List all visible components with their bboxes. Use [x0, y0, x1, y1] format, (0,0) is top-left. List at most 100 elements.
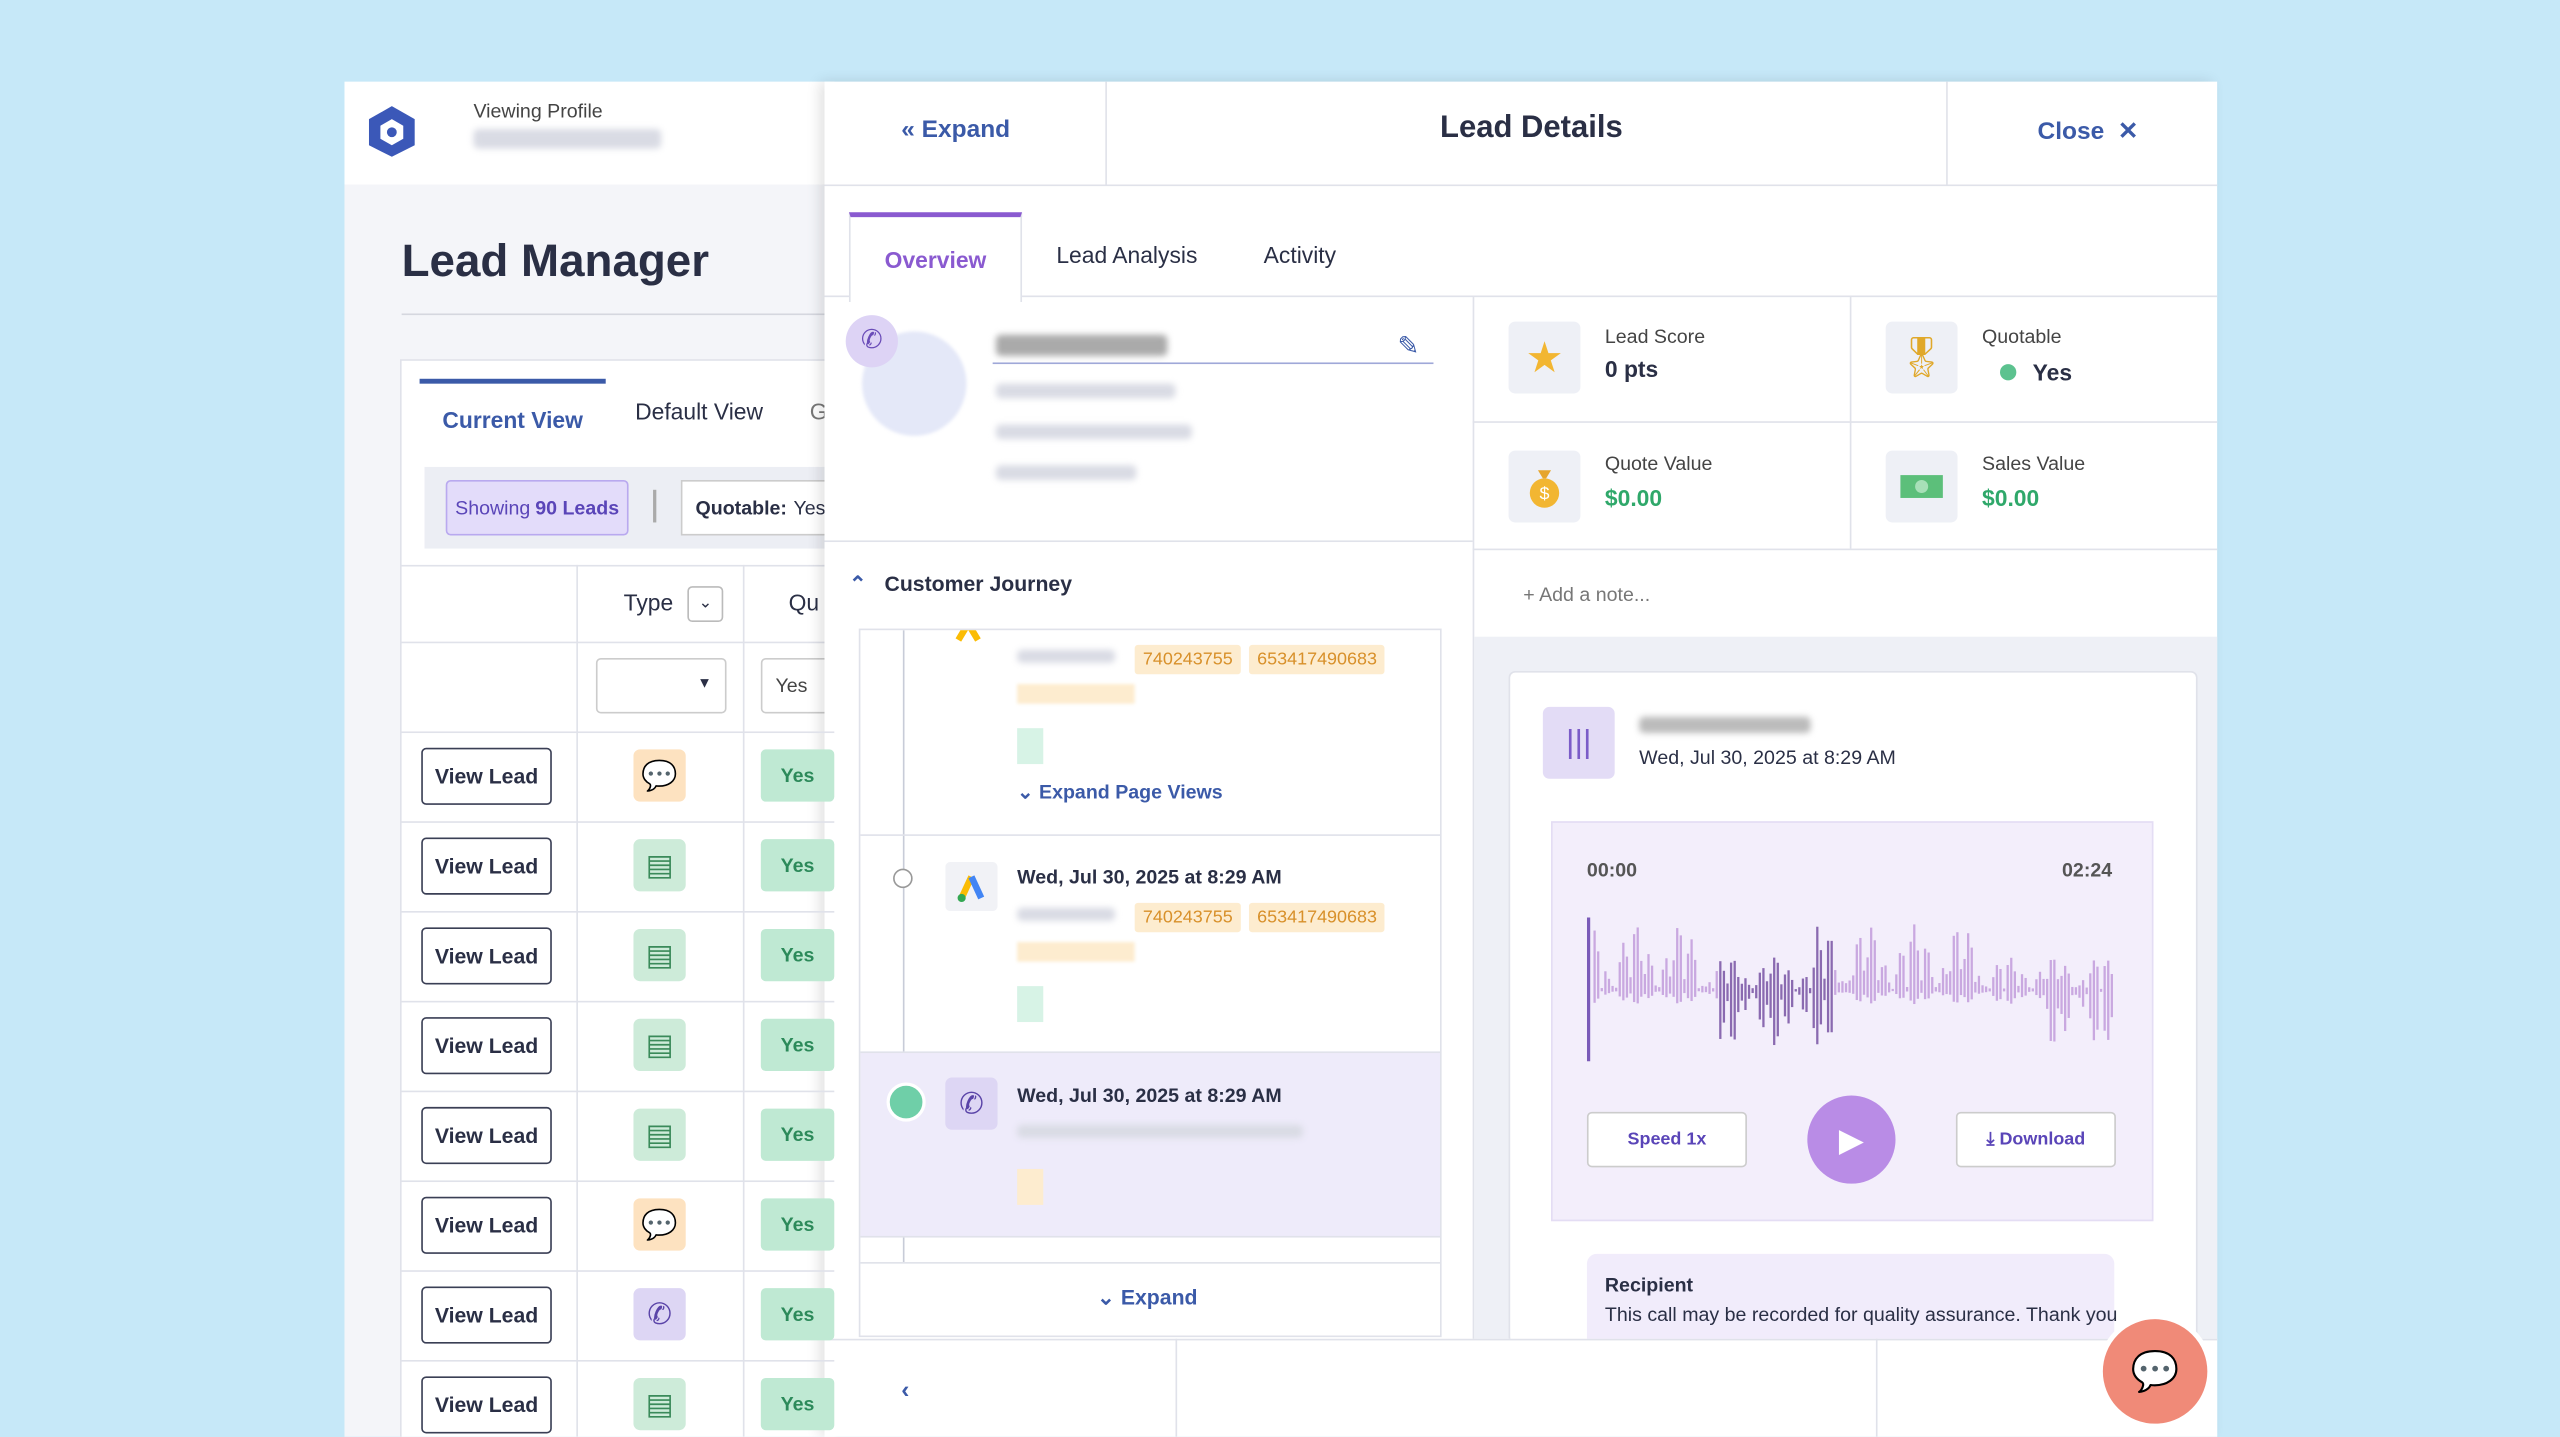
add-note[interactable]: + Add a note... [1523, 582, 1651, 606]
wave-bar [1629, 977, 1632, 994]
wave-bar [1600, 988, 1603, 992]
metric-label: Quote Value [1604, 452, 1713, 476]
type-icon: ▤ [633, 1108, 686, 1161]
wave-bar [1765, 981, 1769, 1005]
wave-bar [1704, 986, 1708, 993]
row-divider [399, 1090, 835, 1093]
wave-bar [1974, 981, 1977, 993]
caret: ▼ [697, 674, 712, 691]
wave-bar [1711, 988, 1715, 992]
badge [1017, 986, 1044, 1023]
view-lead-button[interactable]: View Lead [421, 1376, 552, 1434]
wave-bar [1672, 960, 1675, 997]
text: Customer Journey [884, 571, 1073, 596]
view-lead-button[interactable]: View Lead [421, 1106, 552, 1165]
type-filter[interactable]: ▼ [595, 657, 727, 714]
type-icon: ✆ [633, 1288, 686, 1341]
wave-bar [1640, 960, 1643, 997]
event-date: Wed, Jul 30, 2025 at 8:29 AM [1017, 865, 1282, 889]
view-lead-button[interactable]: View Lead [421, 747, 552, 805]
time-start: 00:00 [1586, 858, 1638, 882]
wave-bar [1920, 980, 1923, 993]
quotable-pill: Yes [760, 839, 835, 892]
wave-bar [1848, 980, 1851, 993]
tab[interactable]: Lead Analysis [1056, 241, 1198, 268]
journey-expand[interactable]: ⌄ Expand [1097, 1284, 1198, 1310]
wave-bar [1812, 967, 1815, 1029]
speed-button[interactable]: Speed 1x [1586, 1111, 1747, 1168]
wave-bar [1834, 970, 1837, 995]
recipient-text: This call may be recorded for quality as… [1604, 1302, 2118, 1326]
wave-bar [1873, 940, 1876, 1001]
wave-bar [2010, 957, 2013, 1004]
wave-bar [1650, 965, 1654, 996]
journey-header[interactable]: ⌃ Customer Journey [849, 571, 1072, 597]
column-sort[interactable]: ⌄ [687, 586, 724, 623]
wave-bar [1988, 988, 1991, 992]
wave-bar [1949, 971, 1952, 995]
expand-page-views[interactable]: ⌄ Expand Page Views [1017, 780, 1223, 804]
text: Expand Page Views [1039, 780, 1223, 804]
tab[interactable]: Current View [419, 378, 606, 456]
wave-bar [1992, 977, 1995, 996]
close-button[interactable]: Close ✕ [2037, 117, 2139, 146]
tab[interactable]: Overview [848, 212, 1023, 303]
wave-bar [1597, 951, 1600, 999]
wave-bar [1852, 975, 1855, 994]
wave-bar [1787, 970, 1790, 1024]
company [995, 424, 1192, 440]
wave-bar [2017, 985, 2020, 993]
wave-bar [2089, 973, 2092, 1019]
view-lead-button[interactable]: View Lead [421, 1286, 552, 1344]
wave-bar [1841, 981, 1844, 993]
wave-bar [1905, 987, 1909, 992]
wave-bar [2046, 978, 2049, 1009]
wave-bar [1898, 953, 1902, 999]
wave-bar [1945, 974, 1948, 995]
view-lead-button[interactable]: View Lead [421, 927, 552, 985]
play-button[interactable]: ▶ [1807, 1095, 1896, 1184]
wave-bar [1729, 962, 1733, 1037]
tag: 740243755 [1134, 902, 1241, 933]
column-header: Type [623, 589, 674, 616]
row-divider [399, 911, 835, 913]
wave-bar [1884, 965, 1887, 996]
logo [368, 106, 415, 157]
text: Expand [1120, 1284, 1198, 1310]
wave-bar [1715, 971, 1718, 999]
quotable-pill: Yes [760, 1288, 835, 1341]
view-lead-button[interactable]: View Lead [421, 837, 552, 895]
quotable-pill: Yes [760, 1018, 835, 1072]
wave-bar [1747, 984, 1751, 999]
edit-button[interactable]: ✎ [1397, 333, 1420, 361]
wave-bar [1726, 983, 1729, 1002]
wave-bar [2056, 979, 2060, 1009]
wave-bar [1744, 978, 1747, 1010]
chat-button[interactable]: 💬 [2097, 1314, 2213, 1429]
metric-label: Lead Score [1604, 324, 1706, 348]
tab[interactable]: G [809, 398, 828, 425]
view-lead-button[interactable]: View Lead [421, 1196, 552, 1254]
tab[interactable]: Activity [1263, 241, 1337, 268]
wave-bar [1956, 932, 1959, 1003]
underline [992, 362, 1434, 365]
wave-bar [2024, 977, 2027, 996]
view-lead-button[interactable]: View Lead [421, 1017, 552, 1075]
wave-bar [2035, 979, 2038, 996]
tab[interactable]: Default View [635, 398, 764, 425]
audio-icon: ||| [1542, 706, 1615, 779]
wave-bar [1927, 952, 1930, 999]
wave-bar [1931, 977, 1934, 994]
divider [399, 641, 835, 644]
wave-bar [1708, 982, 1711, 994]
download-button[interactable]: ⤓ Download [1955, 1111, 2116, 1168]
previous-lead[interactable]: ‹ [901, 1376, 930, 1405]
divider [1175, 1338, 1178, 1437]
wave-bar [2028, 987, 2031, 992]
wave-bar [1719, 961, 1722, 1039]
wave-bar [2020, 974, 2024, 998]
expand-button[interactable]: « Expand [901, 115, 1011, 144]
metric-value: $0.00 [1982, 484, 2040, 512]
phone-icon: ✆ [945, 1077, 998, 1130]
wave-bar [1981, 985, 1984, 993]
